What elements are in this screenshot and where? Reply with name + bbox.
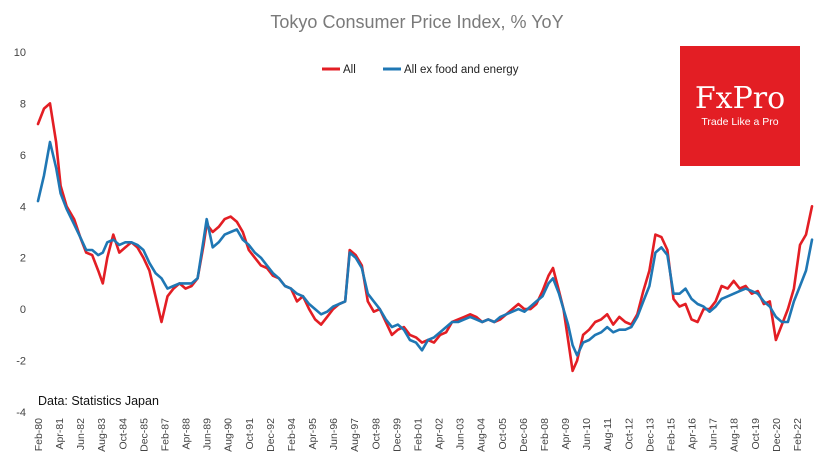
x-tick-label: Feb-87 <box>159 418 171 451</box>
logo-background <box>680 46 800 166</box>
x-tick-label: Dec-92 <box>265 418 277 452</box>
series-layer <box>36 102 814 373</box>
x-tick-label: Apr-02 <box>434 418 446 450</box>
x-tick-label: Oct-12 <box>623 418 635 450</box>
x-tick-label: Feb-80 <box>33 418 45 451</box>
x-tick-label: Feb-08 <box>539 418 551 451</box>
x-tick-label: Apr-16 <box>687 418 699 450</box>
x-tick-label: Aug-11 <box>602 418 614 451</box>
x-tick-label: Oct-84 <box>117 418 129 450</box>
x-tick-label: Feb-22 <box>792 418 804 451</box>
y-tick-label: 8 <box>20 98 26 110</box>
legend-label: All <box>343 64 356 76</box>
legend-label: All ex food and energy <box>404 64 519 76</box>
y-tick-label: -4 <box>16 407 26 419</box>
x-tick-label: Dec-99 <box>391 418 403 452</box>
x-tick-label: Apr-95 <box>307 418 319 450</box>
logo-tagline: Trade Like a Pro <box>701 116 778 128</box>
x-tick-label: Jun-96 <box>328 418 340 450</box>
fxpro-logo: FxPro Trade Like a Pro <box>680 46 800 166</box>
x-tick-label: Jun-89 <box>202 418 214 450</box>
x-tick-label: Apr-88 <box>181 418 193 450</box>
source-note: Data: Statistics Japan <box>38 394 159 408</box>
x-tick-label: Feb-01 <box>412 418 424 451</box>
x-tick-label: Jun-82 <box>75 418 87 450</box>
x-tick-label: Jun-03 <box>455 418 467 450</box>
x-axis: Feb-80 Apr-81 Jun-82 Aug-83 Oct-84 Dec-85 Feb-… <box>33 418 804 452</box>
x-tick-label: Aug-97 <box>349 418 361 452</box>
x-tick-label: Jun-17 <box>708 418 720 450</box>
legend: All All ex food and energy <box>322 64 519 76</box>
y-tick-label: 6 <box>20 150 26 162</box>
y-tick-label: 4 <box>20 201 26 213</box>
x-tick-label: Oct-19 <box>750 418 762 450</box>
y-tick-label: 10 <box>14 47 26 59</box>
x-tick-label: Jun-10 <box>581 418 593 450</box>
y-tick-label: -2 <box>16 356 26 368</box>
x-tick-label: Apr-09 <box>560 418 572 450</box>
x-tick-label: Dec-13 <box>644 418 656 452</box>
x-tick-label: Aug-90 <box>223 418 235 452</box>
x-tick-label: Dec-20 <box>771 418 783 452</box>
x-tick-label: Aug-18 <box>729 418 741 452</box>
x-tick-label: Feb-15 <box>665 418 677 451</box>
y-tick-label: 0 <box>20 304 26 316</box>
logo-wordmark: FxPro <box>695 81 785 116</box>
x-tick-label: Dec-85 <box>138 418 150 452</box>
series-line-all <box>36 102 814 373</box>
x-tick-label: Oct-91 <box>244 418 256 450</box>
x-tick-label: Oct-98 <box>370 418 382 450</box>
x-tick-label: Feb-94 <box>286 418 298 451</box>
series-line-core <box>36 140 814 357</box>
y-axis: -4 -2 0 2 4 6 8 10 <box>14 47 26 419</box>
x-tick-label: Oct-05 <box>497 418 509 450</box>
x-tick-label: Aug-04 <box>476 418 488 452</box>
y-tick-label: 2 <box>20 253 26 265</box>
x-tick-label: Dec-06 <box>518 418 530 452</box>
x-tick-label: Aug-83 <box>96 418 108 452</box>
chart-title: Tokyo Consumer Price Index, % YoY <box>270 12 563 32</box>
x-tick-label: Apr-81 <box>54 418 66 450</box>
